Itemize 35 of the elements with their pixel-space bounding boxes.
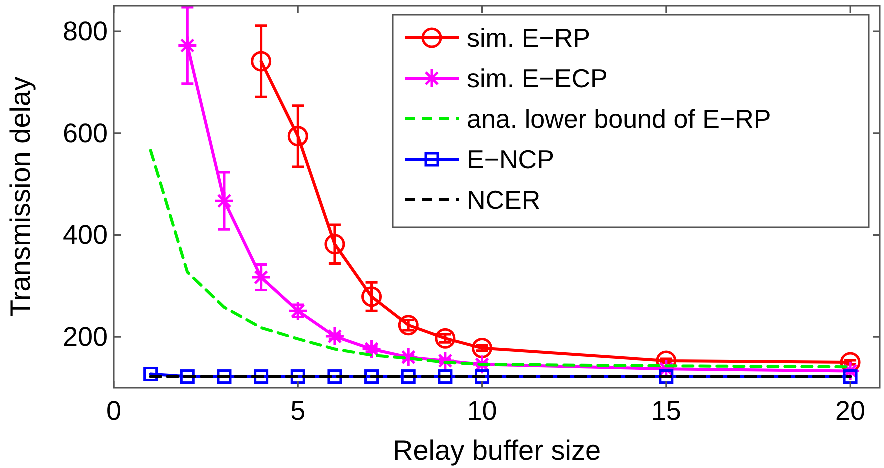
x-tick-label: 0 — [106, 396, 122, 426]
x-tick-label: 20 — [836, 396, 866, 426]
y-tick-label: 200 — [62, 322, 108, 352]
point — [214, 190, 235, 212]
point — [475, 370, 490, 384]
point — [251, 267, 272, 288]
point — [472, 338, 493, 359]
x-axis-title: Relay buffer size — [392, 435, 602, 466]
point — [324, 234, 346, 255]
point — [324, 326, 346, 347]
legend-label: sim. E−ECP — [467, 64, 608, 94]
point — [217, 370, 232, 384]
point — [251, 51, 272, 72]
point — [401, 370, 416, 384]
point — [288, 126, 308, 147]
x-tick-label: 10 — [467, 396, 498, 426]
legend-label: E−NCP — [467, 144, 554, 174]
x-tick-label: 15 — [651, 396, 682, 426]
point — [254, 370, 269, 384]
legend-label: sim. E−RP — [467, 23, 591, 53]
x-tick-label: 5 — [290, 396, 306, 426]
point — [177, 35, 198, 56]
point — [362, 286, 382, 308]
point — [398, 315, 419, 336]
y-tick-label: 800 — [62, 16, 108, 46]
legend-label: NCER — [467, 185, 541, 215]
point — [659, 370, 674, 384]
point — [435, 328, 456, 349]
point — [180, 370, 195, 384]
y-tick-label: 600 — [62, 118, 108, 148]
point — [144, 367, 158, 382]
y-axis-title: Transmission delay — [5, 76, 36, 318]
point — [438, 370, 453, 384]
y-tick-label: 400 — [62, 220, 108, 250]
legend-label: ana. lower bound of E−RP — [467, 104, 772, 134]
